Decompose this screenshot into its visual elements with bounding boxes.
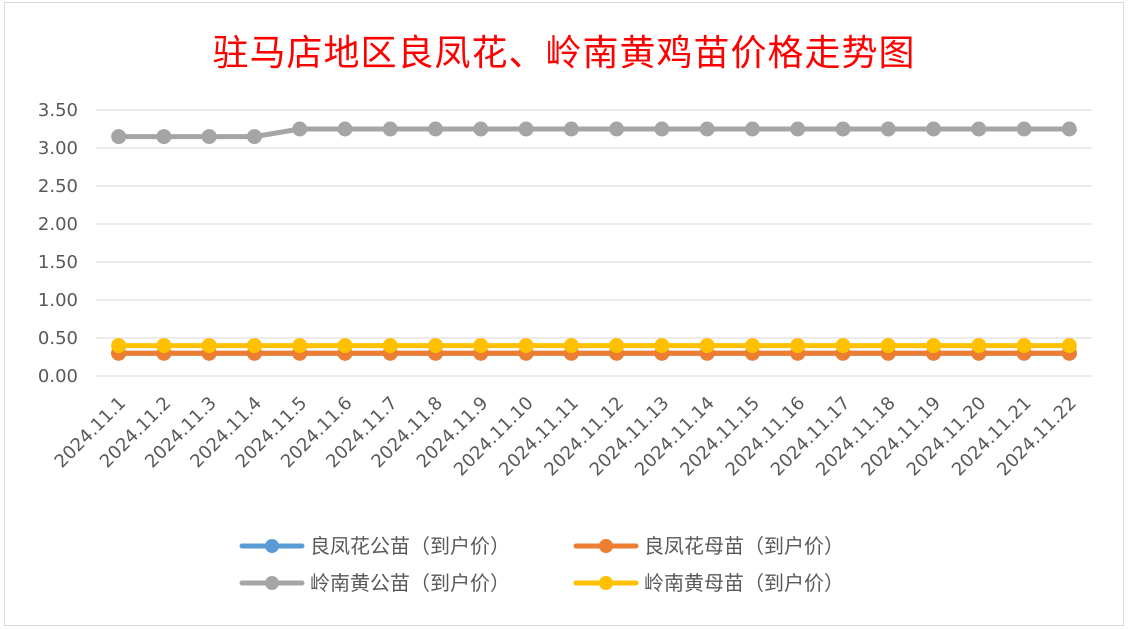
data-point	[428, 121, 444, 137]
data-point	[246, 338, 262, 354]
data-point	[382, 338, 398, 354]
series-lines	[111, 121, 1077, 361]
y-tick-label: 0.00	[38, 366, 78, 387]
data-point	[926, 338, 942, 354]
data-point	[337, 338, 353, 354]
x-axis-ticks: 2024.11.12024.11.22024.11.32024.11.42024…	[51, 393, 1081, 481]
y-axis-ticks: 0.00 0.50 1.00 1.50 2.00 2.50 3.00 3.50	[38, 100, 78, 387]
legend-label: 岭南黄公苗（到户价）	[310, 571, 510, 595]
y-tick-label: 1.00	[38, 290, 78, 311]
data-point	[744, 121, 760, 137]
chart-frame	[4, 2, 1124, 626]
legend-item: 岭南黄公苗（到户价）	[239, 571, 510, 595]
data-point	[246, 129, 262, 145]
data-point	[1061, 121, 1077, 137]
y-tick-label: 3.00	[38, 138, 78, 159]
series-4	[111, 338, 1077, 354]
legend-label: 良凤花公苗（到户价）	[310, 534, 510, 558]
data-point	[111, 129, 127, 145]
legend-item: 岭南黄母苗（到户价）	[573, 571, 844, 595]
series-3	[111, 121, 1077, 145]
legend-swatch-marker	[265, 539, 279, 553]
data-point	[201, 129, 217, 145]
data-point	[473, 338, 489, 354]
data-point	[201, 338, 217, 354]
data-point	[971, 121, 987, 137]
data-point	[428, 338, 444, 354]
y-tick-label: 3.50	[38, 100, 78, 121]
data-point	[292, 121, 308, 137]
data-point	[926, 121, 942, 137]
y-tick-label: 2.50	[38, 176, 78, 197]
legend-swatch-marker	[599, 539, 613, 553]
legend: 良凤花公苗（到户价） 良凤花母苗（到户价） 岭南黄公苗（到户价） 岭南黄母苗（到户价）	[239, 534, 844, 595]
legend-item: 良凤花母苗（到户价）	[573, 534, 844, 558]
data-point	[654, 121, 670, 137]
series-line	[116, 126, 1072, 140]
data-point	[518, 121, 534, 137]
data-point	[971, 338, 987, 354]
data-point	[518, 338, 534, 354]
data-point	[654, 338, 670, 354]
y-tick-label: 1.50	[38, 252, 78, 273]
data-point	[292, 338, 308, 354]
data-point	[880, 121, 896, 137]
legend-swatch-marker	[265, 576, 279, 590]
legend-item: 良凤花公苗（到户价）	[239, 534, 510, 558]
data-point	[156, 129, 172, 145]
data-point	[835, 338, 851, 354]
data-point	[744, 338, 760, 354]
chart-title: 驻马店地区良凤花、岭南黄鸡苗价格走势图	[212, 33, 916, 74]
data-point	[382, 121, 398, 137]
data-point	[1016, 121, 1032, 137]
data-point	[835, 121, 851, 137]
data-point	[609, 121, 625, 137]
gridlines	[96, 109, 1092, 377]
data-point	[563, 338, 579, 354]
data-point	[880, 338, 896, 354]
y-tick-label: 0.50	[38, 328, 78, 349]
data-point	[609, 338, 625, 354]
legend-swatch-marker	[599, 576, 613, 590]
data-point	[699, 338, 715, 354]
y-tick-label: 2.00	[38, 214, 78, 235]
data-point	[790, 338, 806, 354]
data-point	[473, 121, 489, 137]
data-point	[337, 121, 353, 137]
data-point	[563, 121, 579, 137]
data-point	[1016, 338, 1032, 354]
legend-label: 良凤花母苗（到户价）	[644, 534, 844, 558]
data-point	[111, 338, 127, 354]
data-point	[156, 338, 172, 354]
data-point	[1061, 338, 1077, 354]
legend-label: 岭南黄母苗（到户价）	[644, 571, 844, 595]
data-point	[699, 121, 715, 137]
data-point	[790, 121, 806, 137]
